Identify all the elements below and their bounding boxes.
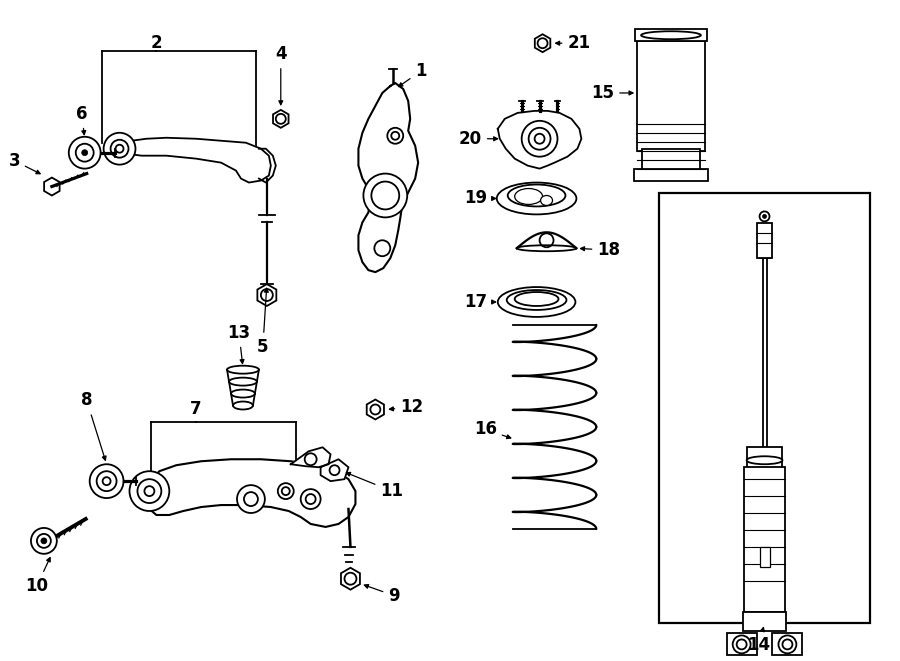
Circle shape: [762, 214, 767, 218]
Bar: [726, 633, 757, 655]
Circle shape: [40, 538, 47, 544]
Ellipse shape: [497, 182, 576, 214]
Ellipse shape: [233, 401, 253, 409]
Text: 5: 5: [257, 288, 268, 356]
Bar: [642, 149, 700, 171]
Ellipse shape: [641, 31, 701, 39]
Circle shape: [278, 483, 293, 499]
Circle shape: [387, 128, 403, 143]
Polygon shape: [147, 459, 356, 527]
Ellipse shape: [507, 290, 566, 310]
Text: 7: 7: [191, 401, 202, 418]
Bar: [757, 223, 772, 258]
Circle shape: [364, 174, 407, 217]
Ellipse shape: [498, 287, 575, 317]
Polygon shape: [341, 568, 360, 590]
Circle shape: [68, 137, 101, 169]
Text: 8: 8: [81, 391, 106, 460]
Circle shape: [301, 489, 320, 509]
Polygon shape: [320, 459, 348, 481]
Polygon shape: [44, 178, 59, 196]
Ellipse shape: [229, 377, 256, 385]
Polygon shape: [273, 110, 289, 128]
Circle shape: [374, 241, 391, 256]
Text: 21: 21: [555, 34, 590, 52]
Text: 14: 14: [747, 627, 770, 654]
Polygon shape: [366, 399, 384, 420]
Circle shape: [522, 121, 557, 157]
Text: 3: 3: [8, 151, 40, 174]
Circle shape: [237, 485, 265, 513]
Text: 18: 18: [580, 241, 620, 259]
Bar: [659, 194, 870, 623]
Circle shape: [31, 528, 57, 554]
Text: 6: 6: [76, 105, 87, 135]
Circle shape: [115, 145, 123, 153]
Bar: [760, 547, 770, 566]
Circle shape: [130, 471, 169, 511]
Bar: [772, 633, 803, 655]
Text: 11: 11: [346, 473, 403, 500]
Text: 17: 17: [464, 293, 496, 311]
Circle shape: [782, 639, 792, 649]
Polygon shape: [120, 137, 271, 182]
Bar: [635, 29, 706, 41]
Bar: [634, 169, 707, 180]
Ellipse shape: [515, 292, 559, 306]
Text: 19: 19: [464, 190, 496, 208]
Text: 20: 20: [459, 130, 498, 148]
Circle shape: [90, 464, 123, 498]
Polygon shape: [358, 83, 419, 272]
Polygon shape: [257, 284, 276, 306]
Ellipse shape: [517, 245, 576, 251]
Text: 2: 2: [150, 34, 162, 52]
Text: 4: 4: [275, 45, 286, 104]
Ellipse shape: [508, 184, 565, 206]
Circle shape: [778, 635, 796, 653]
Ellipse shape: [227, 366, 259, 373]
Circle shape: [82, 149, 87, 156]
Polygon shape: [498, 111, 581, 169]
Bar: [742, 611, 787, 631]
Circle shape: [103, 477, 111, 485]
Circle shape: [144, 486, 155, 496]
Polygon shape: [535, 34, 550, 52]
Ellipse shape: [747, 456, 782, 464]
Circle shape: [737, 639, 747, 649]
Circle shape: [104, 133, 136, 165]
Bar: [747, 447, 782, 469]
Text: 10: 10: [25, 558, 50, 595]
Ellipse shape: [515, 188, 543, 204]
Text: 9: 9: [364, 584, 400, 605]
Ellipse shape: [231, 389, 255, 397]
Bar: [637, 41, 705, 151]
Polygon shape: [291, 447, 330, 467]
Text: 13: 13: [228, 324, 250, 364]
Text: 1: 1: [399, 62, 427, 87]
Ellipse shape: [541, 196, 553, 206]
Bar: [743, 467, 786, 611]
Circle shape: [733, 635, 751, 653]
Text: 15: 15: [591, 84, 633, 102]
Circle shape: [760, 212, 770, 221]
Text: 16: 16: [473, 420, 510, 439]
Text: 12: 12: [390, 399, 423, 416]
